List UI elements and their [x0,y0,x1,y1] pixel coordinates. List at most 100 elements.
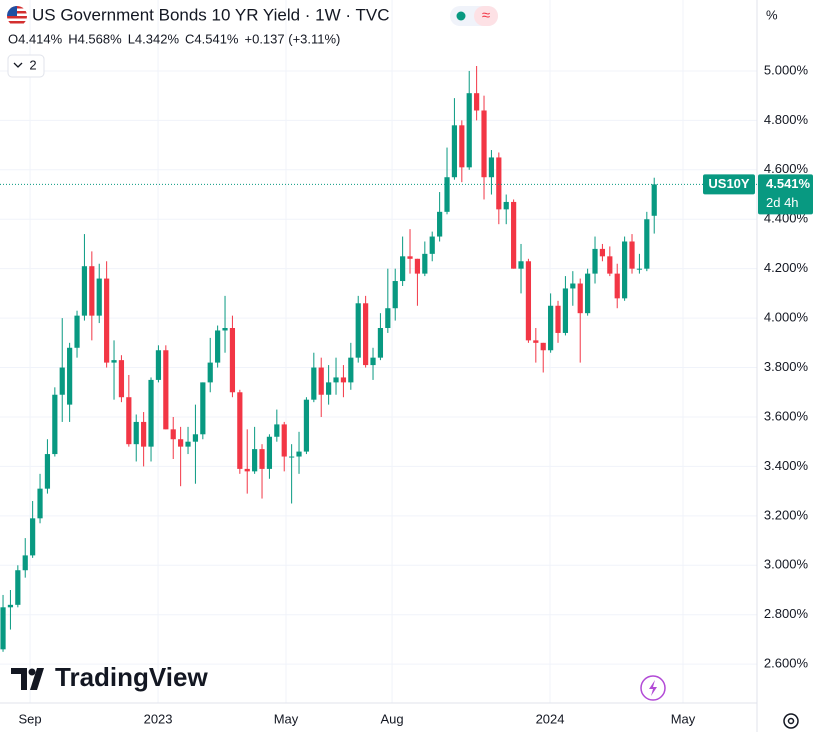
candle-body [392,281,398,309]
candle-body [451,125,458,178]
x-tick-label: May [671,711,696,726]
chart-title: US Government Bonds 10 YR Yield · 1W · T… [32,5,389,24]
candle-body [141,421,147,447]
candle-body [503,201,509,210]
x-tick-label: 2023 [144,711,173,726]
symbol-tag [703,174,755,195]
candle-body [178,439,184,447]
candle-body [215,330,221,363]
candle-body [296,451,302,457]
candle-body [318,367,324,395]
x-tick-label: Sep [18,711,41,726]
candle-body [636,268,643,270]
candles [0,65,657,652]
candle-body [555,305,561,333]
x-tick-label: May [274,711,299,726]
candle-body [363,303,369,366]
symbol-label: US10Y [708,176,750,191]
candle-body [340,377,347,383]
candle-body [303,399,310,452]
candle-body [540,342,546,351]
ohlc-legend: O4.414% H4.568% L4.342% C4.541% +0.137 (+3.1… [8,31,340,46]
candle-body [229,328,236,393]
candle-body [400,256,406,282]
candle-body [622,241,628,299]
settings-button[interactable] [783,713,799,729]
candle-body [252,449,258,472]
ohlc-value: O4.414% [8,31,63,46]
y-tick-label: 3.400% [764,458,809,473]
candle-body [370,357,376,366]
candle-body [429,236,435,254]
candle-body [311,367,317,400]
last-price-label: 4.541% [766,176,811,191]
y-tick-label: 3.000% [764,557,809,572]
y-tick-label: 4.000% [764,310,809,325]
candle-body [585,273,591,314]
candle-body [481,110,487,178]
candle-body [155,350,162,380]
candle-body [348,357,354,383]
candle-body [207,362,213,383]
y-tick-label: 4.200% [764,260,809,275]
unit-label: % [766,7,778,22]
y-tick-label: 3.200% [764,507,809,522]
candle-body [237,392,243,469]
y-tick-label: 4.400% [764,211,809,226]
candle-body [81,266,88,316]
candle-body [333,377,339,383]
candle-body [577,283,583,314]
candle-body [496,157,502,210]
candle-body [274,424,280,437]
lightning-button[interactable] [640,675,666,701]
candle-body [244,468,250,472]
candle-body [170,429,176,440]
brand-name: TradingView [55,662,208,692]
candle-body [518,261,524,269]
brand-logo: TradingView [11,662,208,692]
candle-body [326,382,332,395]
candle-body [67,347,73,405]
candle-body [15,570,21,605]
candle-body [59,367,65,395]
indicator-count: 2 [29,57,36,72]
candle-body [163,350,169,430]
candle-body [607,256,613,274]
x-tick-label: 2024 [536,711,565,726]
candle-body [52,394,58,455]
candle-body [385,308,391,329]
candle-body [525,261,532,341]
candle-body [614,273,620,299]
x-tick-label: Aug [380,711,403,726]
svg-text:≈: ≈ [482,7,490,24]
flag-icon [7,6,27,26]
candle-body [126,397,132,445]
status-badges[interactable]: ≈ [450,6,498,26]
candle-body [289,456,295,458]
y-tick-label: 2.800% [764,606,809,621]
candle-body [200,382,206,435]
candle-body [562,288,569,333]
candle-body [185,441,191,447]
candle-body [629,241,635,269]
candle-body [89,266,95,316]
candle-body [414,258,421,274]
candle-body [133,421,139,445]
indicator-toggle[interactable]: 2 [7,54,45,78]
candle-body [222,328,228,331]
candle-body [511,201,517,269]
candle-body [444,177,450,212]
candle-body [0,607,6,650]
ohlc-value: C4.541% [185,31,239,46]
y-tick-label: 2.600% [764,656,809,671]
candle-body [466,93,472,168]
y-tick-label: 4.600% [764,161,809,176]
candle-body [118,360,125,398]
ohlc-value: +0.137 (+3.11%) [245,31,341,46]
candle-body [533,340,539,343]
y-tick-label: 3.600% [764,408,809,423]
candle-body [148,379,154,447]
candle-body [44,454,51,489]
